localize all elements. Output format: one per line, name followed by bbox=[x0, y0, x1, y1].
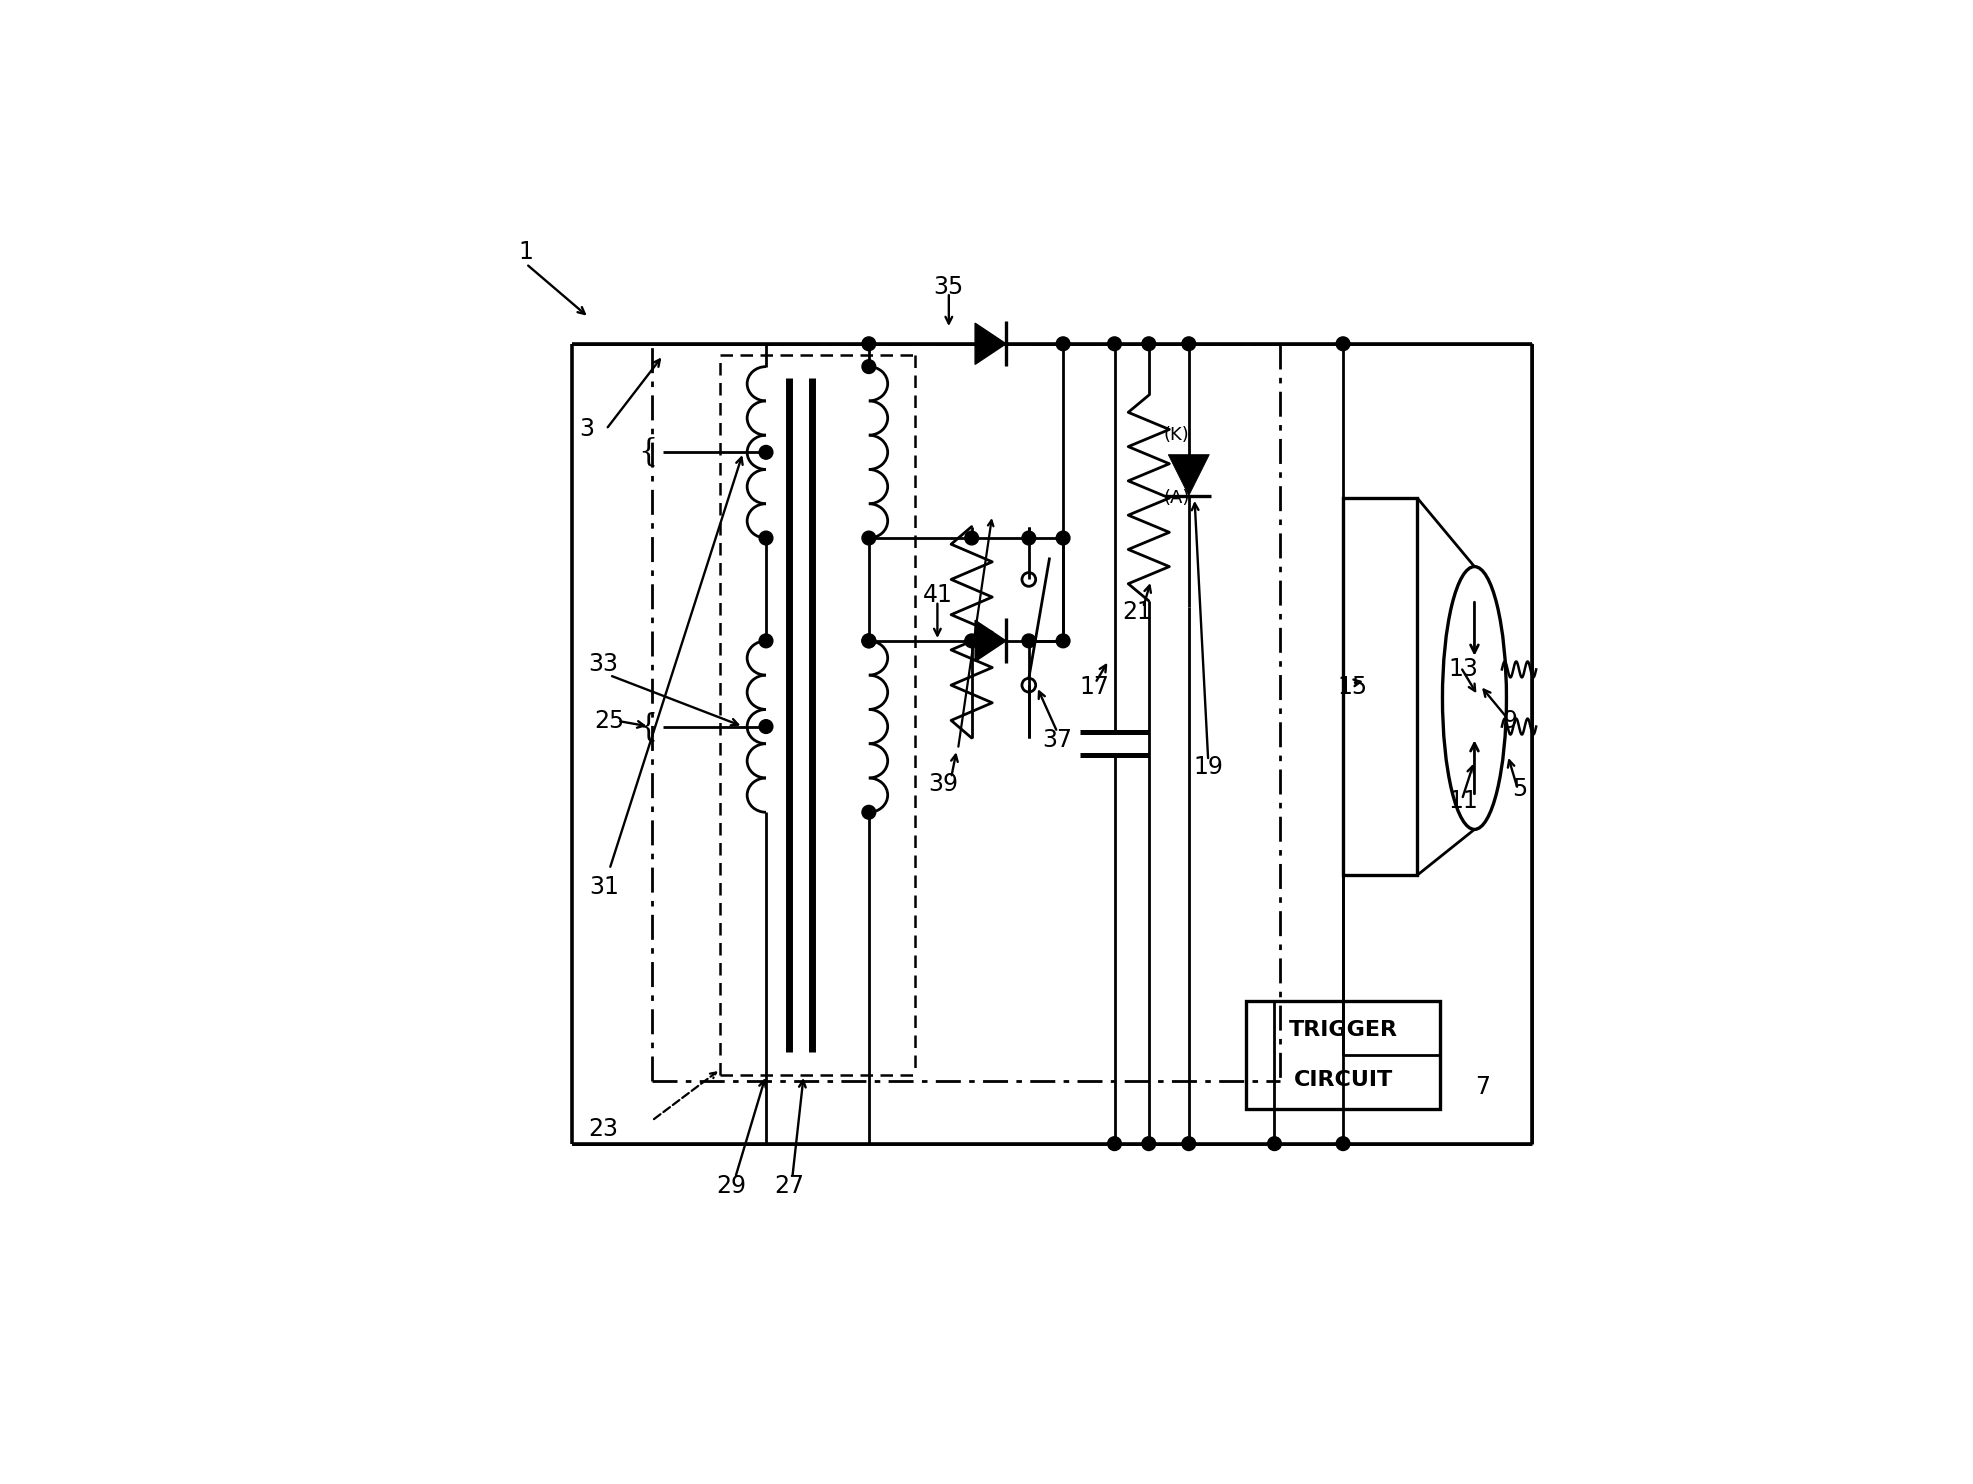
Circle shape bbox=[862, 634, 876, 647]
Text: CIRCUIT: CIRCUIT bbox=[1292, 1070, 1393, 1091]
Text: (K): (K) bbox=[1162, 426, 1190, 444]
Circle shape bbox=[965, 531, 979, 545]
Text: 39: 39 bbox=[927, 772, 957, 795]
Bar bbox=[1245, 1000, 1440, 1110]
Text: 1: 1 bbox=[519, 240, 533, 264]
Circle shape bbox=[1140, 1137, 1154, 1150]
Text: {: { bbox=[637, 436, 657, 467]
Text: 27: 27 bbox=[773, 1174, 803, 1198]
Text: 9: 9 bbox=[1501, 709, 1517, 733]
Circle shape bbox=[1336, 1137, 1350, 1150]
Text: 11: 11 bbox=[1448, 789, 1478, 813]
Polygon shape bbox=[975, 324, 1006, 365]
Text: 33: 33 bbox=[588, 651, 618, 675]
Circle shape bbox=[1022, 634, 1036, 647]
Circle shape bbox=[1022, 531, 1036, 545]
Text: 31: 31 bbox=[588, 874, 618, 898]
Text: 15: 15 bbox=[1336, 675, 1367, 699]
Text: 41: 41 bbox=[921, 583, 951, 607]
Text: 23: 23 bbox=[588, 1117, 618, 1141]
Text: TRIGGER: TRIGGER bbox=[1288, 1020, 1397, 1040]
Circle shape bbox=[1182, 337, 1196, 350]
Text: 5: 5 bbox=[1511, 778, 1527, 801]
Circle shape bbox=[965, 634, 979, 647]
Polygon shape bbox=[975, 620, 1006, 662]
Circle shape bbox=[862, 806, 876, 819]
Circle shape bbox=[1056, 531, 1069, 545]
Text: 21: 21 bbox=[1123, 601, 1152, 625]
Text: 37: 37 bbox=[1042, 729, 1071, 752]
Circle shape bbox=[1182, 1137, 1196, 1150]
Circle shape bbox=[1056, 634, 1069, 647]
Circle shape bbox=[760, 445, 773, 459]
Text: 3: 3 bbox=[578, 417, 594, 441]
Circle shape bbox=[862, 531, 876, 545]
Circle shape bbox=[1140, 337, 1154, 350]
Circle shape bbox=[760, 531, 773, 545]
Text: 17: 17 bbox=[1079, 675, 1109, 699]
Bar bbox=[1342, 499, 1417, 876]
Circle shape bbox=[1267, 1137, 1280, 1150]
Text: 19: 19 bbox=[1192, 754, 1223, 779]
Circle shape bbox=[1056, 337, 1069, 350]
Circle shape bbox=[862, 634, 876, 647]
Text: 13: 13 bbox=[1448, 657, 1478, 681]
Circle shape bbox=[760, 720, 773, 733]
Circle shape bbox=[1336, 337, 1350, 350]
Text: {: { bbox=[637, 711, 657, 742]
Circle shape bbox=[862, 359, 876, 374]
Circle shape bbox=[1107, 1137, 1121, 1150]
Circle shape bbox=[862, 337, 876, 350]
Text: 35: 35 bbox=[933, 275, 963, 298]
Text: (A): (A) bbox=[1162, 490, 1190, 508]
Text: 7: 7 bbox=[1474, 1074, 1490, 1098]
Circle shape bbox=[1107, 337, 1121, 350]
Circle shape bbox=[760, 634, 773, 647]
Polygon shape bbox=[1168, 454, 1209, 496]
Text: 25: 25 bbox=[594, 709, 623, 733]
Text: 29: 29 bbox=[716, 1174, 746, 1198]
